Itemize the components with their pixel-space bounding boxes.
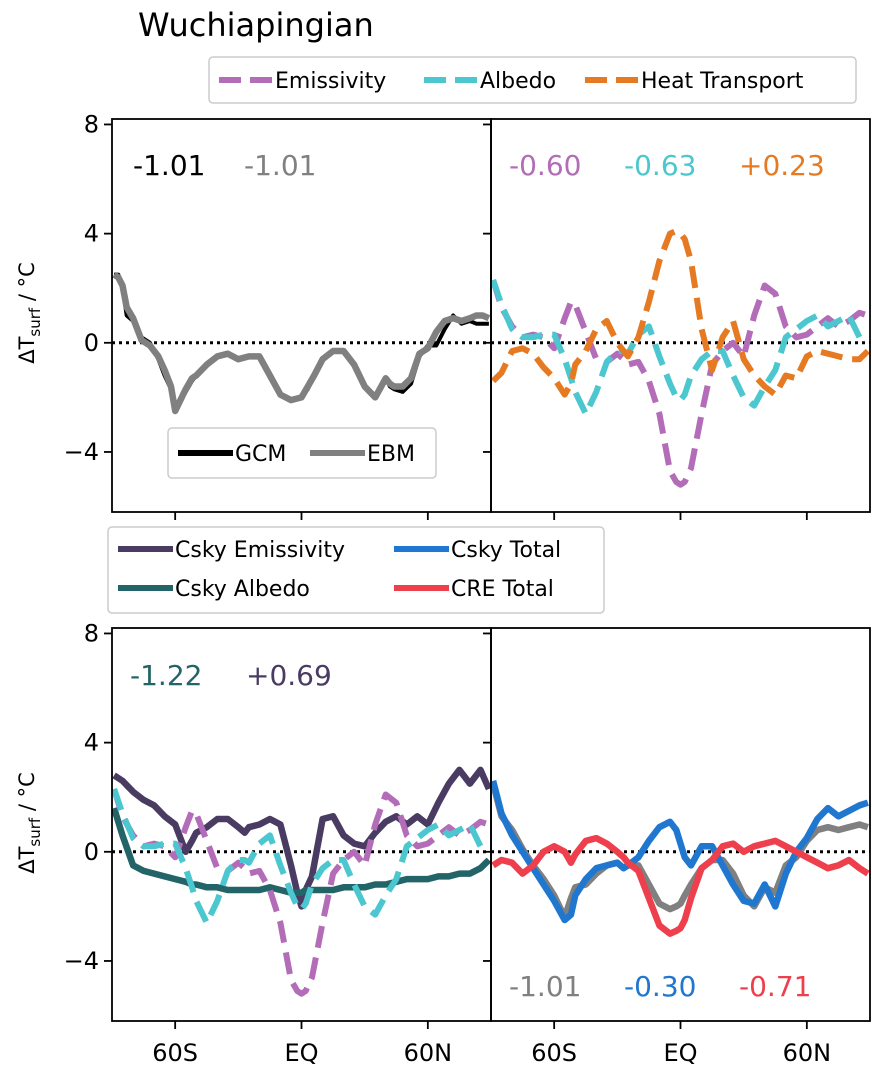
chart-title: Wuchiapingian xyxy=(138,6,374,44)
y-tick-label: 0 xyxy=(84,329,99,357)
y-label-unit: / °C xyxy=(15,772,39,818)
y-tick-label: 8 xyxy=(84,110,99,138)
y-label-unit: / °C xyxy=(15,262,39,308)
panel-annotation: -1.01 xyxy=(509,970,581,1003)
panel-bottom-left: 60S EQ 60N 8 4 0 −4 -1.22 +0.69 xyxy=(64,619,492,1067)
legend-label-heat-transport: Heat Transport xyxy=(641,69,804,94)
series-heat-transport xyxy=(491,227,870,398)
y-label-sub: surf xyxy=(26,817,44,846)
legend-label-cre-total: CRE Total xyxy=(451,577,554,602)
series-group xyxy=(112,271,491,415)
series-ebm xyxy=(112,271,491,415)
series-group xyxy=(491,779,870,937)
y-label-main: ΔT xyxy=(15,846,39,873)
legend-label-emissivity: Emissivity xyxy=(275,69,386,94)
series-csky-emissivity xyxy=(112,766,491,910)
x-tick-label: 60S xyxy=(531,1039,577,1067)
y-tick-label: −4 xyxy=(64,438,99,466)
panel-annotation: -0.71 xyxy=(739,970,811,1003)
series-cre-total xyxy=(491,834,870,937)
panel-annotation: -1.01 xyxy=(133,149,205,182)
y-tick-label: −4 xyxy=(64,947,99,975)
legend-label-ebm: EBM xyxy=(367,442,415,467)
series-csky-albedo xyxy=(112,807,491,896)
panel-top-right: -0.60 -0.63 +0.23 xyxy=(483,118,871,520)
panel-annotation: -1.01 xyxy=(244,149,316,182)
series-albedo xyxy=(491,279,868,417)
panel-bottom-right: 60S EQ 60N -1.01 -0.30 -0.71 xyxy=(483,627,871,1067)
panel-annotation: -0.30 xyxy=(624,970,696,1003)
y-label-sub: surf xyxy=(26,307,44,336)
series-emissivity xyxy=(112,788,490,997)
series-albedo xyxy=(112,788,489,926)
y-tick-label: 0 xyxy=(84,838,99,866)
series-group xyxy=(491,227,870,488)
y-axis-label-bottom: ΔTsurf / °C xyxy=(15,772,44,874)
panel-annotation: +0.23 xyxy=(739,149,825,182)
y-tick-label: 8 xyxy=(84,619,99,647)
legend-box xyxy=(167,427,437,479)
y-label-main: ΔT xyxy=(15,336,39,363)
x-tick-label: 60N xyxy=(404,1039,453,1067)
y-tick-label: 4 xyxy=(84,729,99,757)
panel-annotation: -0.60 xyxy=(509,149,581,182)
legend-top: Emissivity Albedo Heat Transport xyxy=(208,56,857,104)
legend-label-csky-total: Csky Total xyxy=(451,538,561,563)
legend-label-csky-emissivity: Csky Emissivity xyxy=(175,538,345,563)
series-csky-total xyxy=(491,779,869,924)
panel-top-left: 8 4 0 −4 -1.01 -1.01 xyxy=(64,110,492,520)
y-tick-label: 4 xyxy=(84,220,99,248)
y-axis-label-top: ΔTsurf / °C xyxy=(15,262,44,364)
x-tick-label: EQ xyxy=(663,1039,697,1067)
series-group xyxy=(112,766,491,997)
series-emissivity xyxy=(491,279,869,488)
panels: 8 4 0 −4 -1.01 -1.01 -0.60 -0.63 +0.23 60S EQ 60N 8 4… xyxy=(64,110,871,1067)
legend-label-csky-albedo: Csky Albedo xyxy=(175,577,310,602)
panel-annotation: +0.69 xyxy=(246,659,332,692)
x-tick-label: EQ xyxy=(284,1039,318,1067)
panel-annotation: -1.22 xyxy=(130,659,202,692)
legend-label-albedo: Albedo xyxy=(480,69,556,94)
legend-label-gcm: GCM xyxy=(235,442,286,467)
x-tick-label: 60S xyxy=(152,1039,198,1067)
legend-gcm-ebm: GCM EBM xyxy=(167,427,437,479)
x-tick-label: 60N xyxy=(783,1039,832,1067)
legend-middle: Csky Emissivity Csky Total Csky Albedo C… xyxy=(107,526,605,614)
panel-annotation: -0.63 xyxy=(624,149,696,182)
